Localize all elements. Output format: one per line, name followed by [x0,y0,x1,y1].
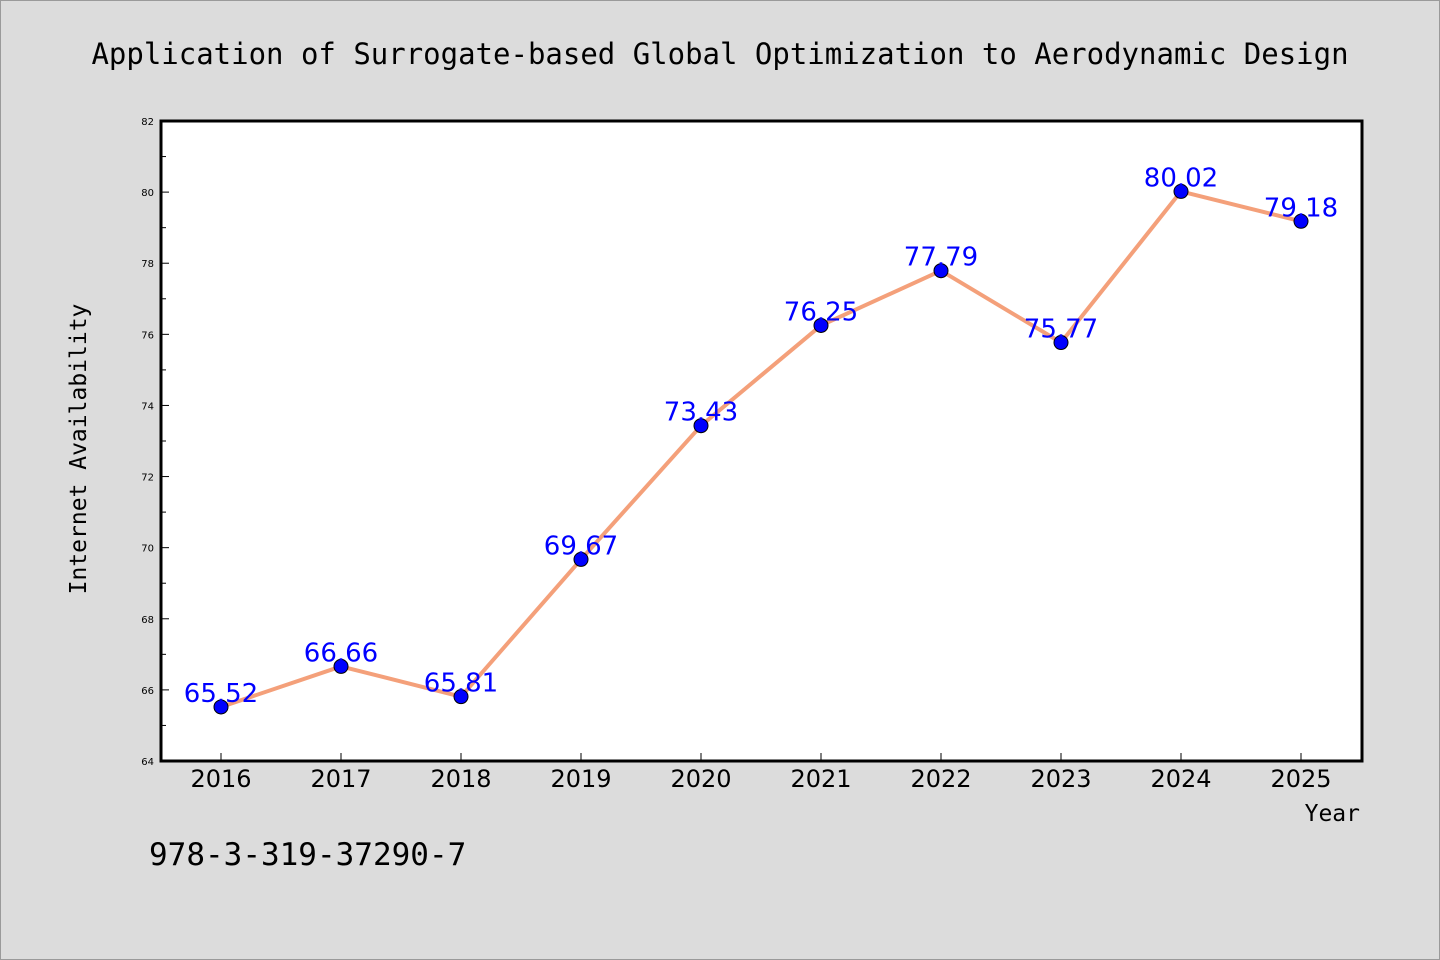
y-tick-label: 76 [141,330,154,341]
data-label: 65.81 [424,669,498,699]
chart-title: Application of Surrogate-based Global Op… [91,37,1348,71]
data-point-marker [453,689,469,705]
x-axis-label: Year [1305,801,1360,827]
data-point-marker [813,317,829,333]
data-label: 69.67 [544,531,618,561]
y-tick-label: 78 [141,259,154,270]
y-tick-label: 80 [141,188,154,199]
data-label: 65.52 [184,679,258,709]
data-point-marker [573,551,589,567]
x-tick-label: 2021 [790,765,851,793]
x-tick-label: 2017 [310,765,371,793]
y-tick-label: 72 [141,473,154,484]
x-tick-label: 2019 [550,765,611,793]
data-label: 79.18 [1264,193,1338,223]
data-label: 66.66 [304,638,378,668]
y-tick-label: 70 [141,544,154,555]
y-axis-label: Internet Availability [66,304,92,595]
y-axis-ticks: 64 66 68 70 72 74 76 78 80 82 [141,117,169,768]
data-point-marker [933,263,949,279]
x-axis-ticks: 2016 2017 2018 2019 2020 2021 2022 2023 2024 2025 [190,753,1332,793]
data-point-marker [693,418,709,434]
series-layer [213,183,1309,715]
data-point-marker [1053,335,1069,351]
series-line [220,189,1302,709]
data-label: 76.25 [784,297,858,327]
y-tick-label: 74 [141,401,154,412]
x-tick-label: 2018 [430,765,491,793]
data-point-marker [333,658,349,674]
x-tick-label: 2022 [910,765,971,793]
x-tick-label: 2025 [1270,765,1331,793]
y-tick-label: 64 [141,757,154,768]
data-point-marker [1173,183,1189,199]
data-label: 75.77 [1024,315,1098,345]
isbn-text: 978-3-319-37290-7 [149,837,466,873]
data-labels-layer: 65.52 66.66 65.81 69.67 73.43 76.25 77.79 75.77… [184,163,1338,709]
y-tick-label: 66 [141,686,154,697]
x-tick-label: 2023 [1030,765,1091,793]
y-tick-label: 68 [141,615,154,626]
data-label: 80.02 [1144,163,1218,193]
y-tick-label: 82 [141,117,154,128]
data-label: 73.43 [664,398,738,428]
data-point-marker [213,699,229,715]
plot-area [159,119,1364,763]
data-point-marker [1293,213,1309,229]
x-tick-label: 2020 [670,765,731,793]
x-tick-label: 2024 [1150,765,1211,793]
x-tick-label: 2016 [190,765,251,793]
data-label: 77.79 [904,243,978,273]
